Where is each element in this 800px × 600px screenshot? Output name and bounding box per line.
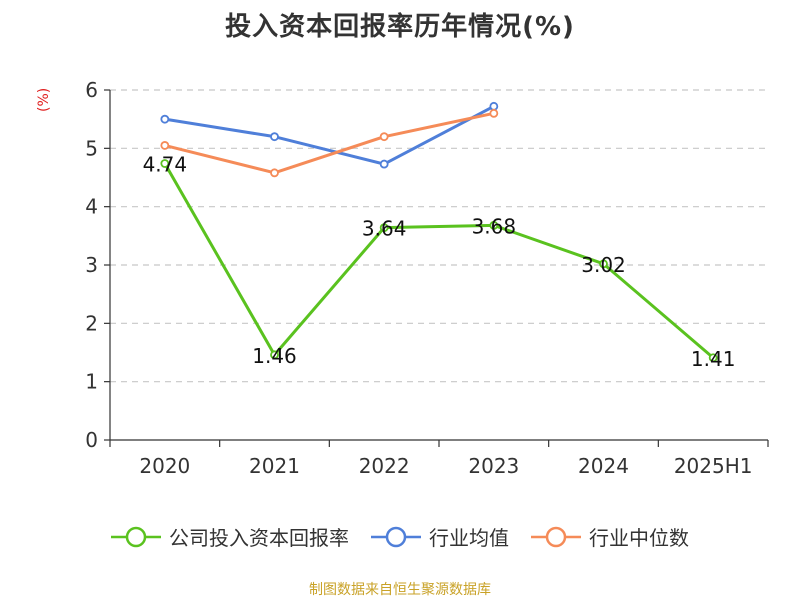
data-point [489, 101, 499, 111]
y-tick-label: 1 [85, 370, 98, 394]
legend-item-industry-median[interactable]: 行业中位数 [531, 522, 689, 551]
data-point [708, 353, 718, 363]
x-tick-label: 2025H1 [674, 454, 753, 478]
y-tick-label: 6 [85, 78, 98, 102]
y-tick-label: 0 [85, 428, 98, 452]
chart-legend: 公司投入资本回报率 行业均值 行业中位数 [0, 522, 800, 551]
series-0-group [160, 159, 718, 363]
legend-line-marker-icon [531, 526, 581, 547]
data-label: 3.64 [362, 217, 407, 241]
data-point [379, 159, 389, 169]
source-note: 制图数据来自恒生聚源数据库 [309, 582, 491, 598]
data-label: 1.46 [252, 344, 297, 368]
legend-line-marker-icon [371, 526, 421, 547]
legend-label: 公司投入资本回报率 [169, 526, 349, 550]
x-tick-label: 2024 [578, 454, 629, 478]
data-label: 4.74 [143, 153, 188, 177]
series-line [164, 111, 495, 175]
x-tick-label: 2020 [139, 454, 190, 478]
data-point [160, 159, 170, 168]
y-tick-label: 5 [85, 136, 98, 160]
series-line [164, 105, 495, 166]
y-tick-label: 4 [85, 195, 98, 219]
chart-title: 投入资本回报率历年情况(%) [225, 12, 575, 42]
data-point [270, 168, 279, 178]
legend-label: 行业均值 [429, 526, 509, 550]
data-point [489, 220, 499, 230]
series-2-group [160, 108, 499, 178]
x-tick-label: 2021 [249, 454, 300, 478]
data-point [270, 132, 279, 142]
data-label: 1.41 [691, 347, 736, 371]
data-point [379, 132, 389, 142]
legend-line-marker-icon [111, 526, 161, 547]
data-point [379, 223, 389, 233]
data-label: 3.68 [472, 214, 517, 238]
series-line [163, 162, 715, 359]
x-tick-label: 2023 [468, 454, 519, 478]
data-point [160, 141, 170, 150]
legend-item-industry-mean[interactable]: 行业均值 [371, 522, 509, 551]
data-label: 3.02 [581, 253, 626, 277]
data-point [160, 114, 170, 124]
data-point [270, 350, 279, 360]
data-point [489, 108, 499, 118]
legend-item-company-roic[interactable]: 公司投入资本回报率 [111, 522, 349, 551]
x-tick-label: 2022 [359, 454, 410, 478]
y-tick-label: 2 [85, 311, 98, 335]
legend-label: 行业中位数 [589, 526, 689, 550]
series-1-group [160, 101, 499, 169]
y-tick-label: 3 [85, 253, 98, 277]
data-point [599, 259, 608, 269]
